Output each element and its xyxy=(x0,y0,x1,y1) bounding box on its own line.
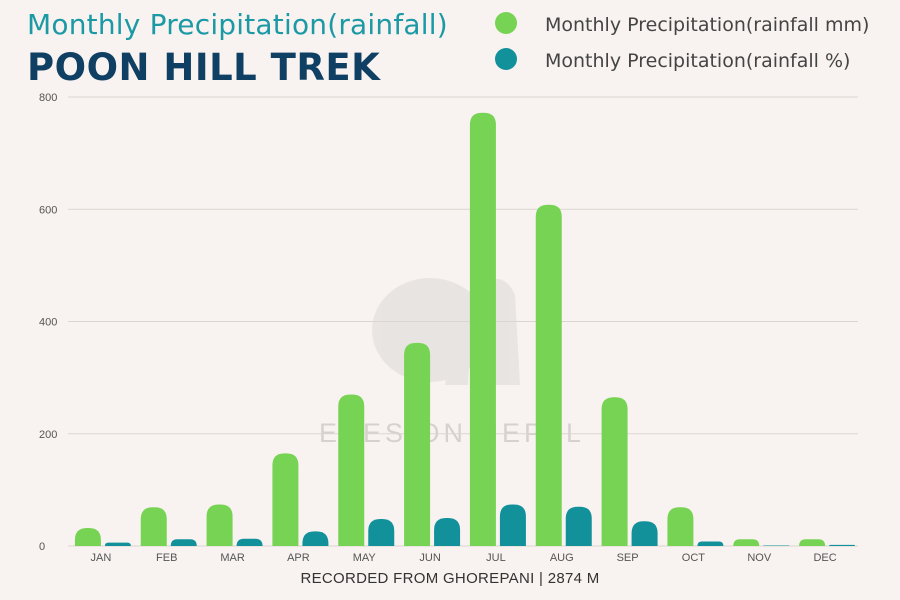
bar-rainfall-mm xyxy=(799,539,826,546)
x-tick-label: NOV xyxy=(747,552,772,564)
bar-rainfall-mm xyxy=(140,507,167,546)
bar-rainfall-percent xyxy=(302,531,329,546)
bar-rainfall-mm xyxy=(74,528,101,546)
bar-rainfall-percent xyxy=(697,541,724,546)
y-tick-label: 400 xyxy=(39,317,57,329)
x-tick-label: FEB xyxy=(156,552,177,564)
bar-rainfall-percent xyxy=(499,504,526,546)
x-tick-label: SEP xyxy=(617,552,639,564)
bar-rainfall-percent xyxy=(236,538,263,546)
bar-rainfall-mm xyxy=(733,539,760,546)
bar-rainfall-mm xyxy=(469,112,496,546)
bar-rainfall-mm xyxy=(404,342,431,546)
y-tick-label: 800 xyxy=(39,92,57,104)
bar-rainfall-mm xyxy=(667,507,694,546)
bar-rainfall-mm xyxy=(272,453,299,546)
x-tick-label: MAR xyxy=(220,552,245,564)
legend-label-rainfall-percent: Monthly Precipitation(rainfall %) xyxy=(545,50,851,72)
y-tick-label: 200 xyxy=(39,429,57,441)
legend-label-rainfall-mm: Monthly Precipitation(rainfall mm) xyxy=(545,14,870,36)
bar-rainfall-percent xyxy=(565,506,592,546)
bar-rainfall-mm xyxy=(338,394,365,546)
y-tick-label: 0 xyxy=(39,541,45,553)
legend-swatch-rainfall-mm xyxy=(495,12,517,34)
bar-rainfall-mm xyxy=(601,397,628,546)
bar-rainfall-mm xyxy=(206,504,233,546)
bar-rainfall-mm xyxy=(535,204,562,546)
bar-rainfall-percent xyxy=(368,519,395,546)
legend-swatch-rainfall-percent xyxy=(495,48,517,70)
x-tick-label: OCT xyxy=(682,552,706,564)
bar-rainfall-percent xyxy=(434,517,461,546)
bar-rainfall-percent xyxy=(829,544,856,546)
y-tick-label: 600 xyxy=(39,204,57,216)
bar-rainfall-percent xyxy=(631,521,658,546)
x-tick-label: MAY xyxy=(353,552,377,564)
x-tick-label: JUL xyxy=(486,552,506,564)
chart-title: POON HILL TREK xyxy=(27,46,381,89)
bar-rainfall-percent xyxy=(763,545,790,546)
x-tick-label: AUG xyxy=(550,552,574,564)
bar-rainfall-percent xyxy=(170,539,197,546)
x-axis-label: RECORDED FROM GHOREPANI | 2874 M xyxy=(300,570,600,587)
bar-rainfall-percent xyxy=(104,542,131,546)
x-tick-label: JAN xyxy=(91,552,112,564)
x-tick-label: APR xyxy=(287,552,310,564)
x-tick-label: DEC xyxy=(813,552,836,564)
x-tick-label: JUN xyxy=(419,552,440,564)
chart-subtitle: Monthly Precipitation(rainfall) xyxy=(27,8,448,41)
